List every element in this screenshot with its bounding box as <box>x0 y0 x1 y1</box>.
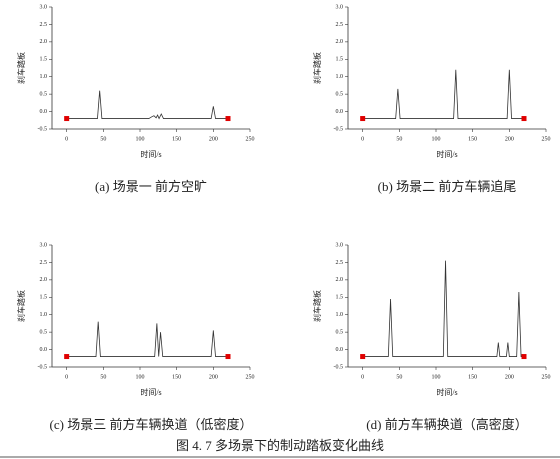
x-tick-label: 100 <box>136 136 145 142</box>
y-tick-label: 1.5 <box>40 57 48 63</box>
x-tick-label: 250 <box>542 374 551 380</box>
subplot-caption: (c) 场景三 前方车辆换道（低密度） <box>50 417 253 432</box>
y-tick-label: 1.5 <box>336 295 344 301</box>
y-tick-label: 0.5 <box>336 92 344 98</box>
subplot-caption: (b) 场景二 前方车辆追尾 <box>378 179 517 194</box>
y-axis-label: 刹车踏板 <box>312 290 322 322</box>
y-tick-label: 2.0 <box>336 39 344 45</box>
y-tick-label: 3.0 <box>40 242 48 248</box>
x-tick-label: 100 <box>432 374 441 380</box>
y-tick-label: -0.5 <box>334 364 344 370</box>
line-series <box>362 260 524 357</box>
x-axis-label: 时间/s <box>140 387 161 397</box>
y-tick-label: 2.0 <box>336 277 344 283</box>
line-series <box>66 321 228 357</box>
x-tick-label: 100 <box>432 136 441 142</box>
subplot-caption: (d) 前方车辆换道（高密度） <box>366 417 527 432</box>
x-tick-label: 0 <box>361 136 364 142</box>
y-tick-label: 0.0 <box>40 347 48 353</box>
end-marker <box>225 116 231 122</box>
y-tick-label: 3.0 <box>336 4 344 10</box>
y-tick-label: 0.0 <box>336 109 344 115</box>
x-tick-label: 0 <box>65 374 68 380</box>
y-tick-label: 2.5 <box>40 260 48 266</box>
y-tick-label: 0.0 <box>40 109 48 115</box>
x-tick-label: 250 <box>542 136 551 142</box>
end-marker <box>64 116 70 122</box>
y-tick-label: -0.5 <box>334 126 344 132</box>
y-tick-label: 1.0 <box>40 312 48 318</box>
y-tick-label: 2.0 <box>40 277 48 283</box>
end-marker <box>360 116 366 122</box>
y-axis-label: 刹车踏板 <box>16 290 26 322</box>
y-tick-label: 3.0 <box>40 4 48 10</box>
y-tick-label: 2.5 <box>336 22 344 28</box>
y-tick-label: 0.5 <box>40 330 48 336</box>
x-tick-label: 50 <box>100 136 106 142</box>
y-tick-label: 0.5 <box>40 92 48 98</box>
end-marker <box>360 354 366 360</box>
x-tick-label: 200 <box>505 136 514 142</box>
y-tick-label: -0.5 <box>38 364 48 370</box>
end-marker <box>225 354 231 360</box>
x-tick-label: 50 <box>396 136 402 142</box>
y-tick-label: 0.5 <box>336 330 344 336</box>
y-tick-label: 3.0 <box>336 242 344 248</box>
x-tick-label: 150 <box>468 136 477 142</box>
x-tick-label: 200 <box>209 374 218 380</box>
x-tick-label: 200 <box>209 136 218 142</box>
y-tick-label: 1.0 <box>336 312 344 318</box>
x-axis-label: 时间/s <box>140 149 161 159</box>
end-marker <box>521 116 527 122</box>
end-marker <box>64 354 70 360</box>
y-tick-label: -0.5 <box>38 126 48 132</box>
x-tick-label: 250 <box>246 374 255 380</box>
y-axis-label: 刹车踏板 <box>312 52 322 84</box>
x-tick-label: 150 <box>468 374 477 380</box>
y-tick-label: 1.0 <box>336 74 344 80</box>
y-axis-label: 刹车踏板 <box>16 52 26 84</box>
subplot-caption: (a) 场景一 前方空旷 <box>95 179 207 194</box>
x-tick-label: 150 <box>172 136 181 142</box>
y-tick-label: 2.5 <box>40 22 48 28</box>
y-tick-label: 2.5 <box>336 260 344 266</box>
x-tick-label: 50 <box>396 374 402 380</box>
y-tick-label: 0.0 <box>336 347 344 353</box>
figure-caption: 图 4. 7 多场景下的制动踏板变化曲线 <box>176 438 384 453</box>
x-tick-label: 0 <box>361 374 364 380</box>
x-tick-label: 0 <box>65 136 68 142</box>
y-tick-label: 1.0 <box>40 74 48 80</box>
x-tick-label: 50 <box>100 374 106 380</box>
y-tick-label: 1.5 <box>40 295 48 301</box>
x-tick-label: 250 <box>246 136 255 142</box>
y-tick-label: 2.0 <box>40 39 48 45</box>
x-tick-label: 150 <box>172 374 181 380</box>
x-tick-label: 200 <box>505 374 514 380</box>
x-axis-label: 时间/s <box>436 149 457 159</box>
x-tick-label: 100 <box>136 374 145 380</box>
line-series <box>66 90 228 120</box>
x-axis-label: 时间/s <box>436 387 457 397</box>
end-marker <box>521 354 527 360</box>
line-series <box>362 69 524 119</box>
y-tick-label: 1.5 <box>336 57 344 63</box>
